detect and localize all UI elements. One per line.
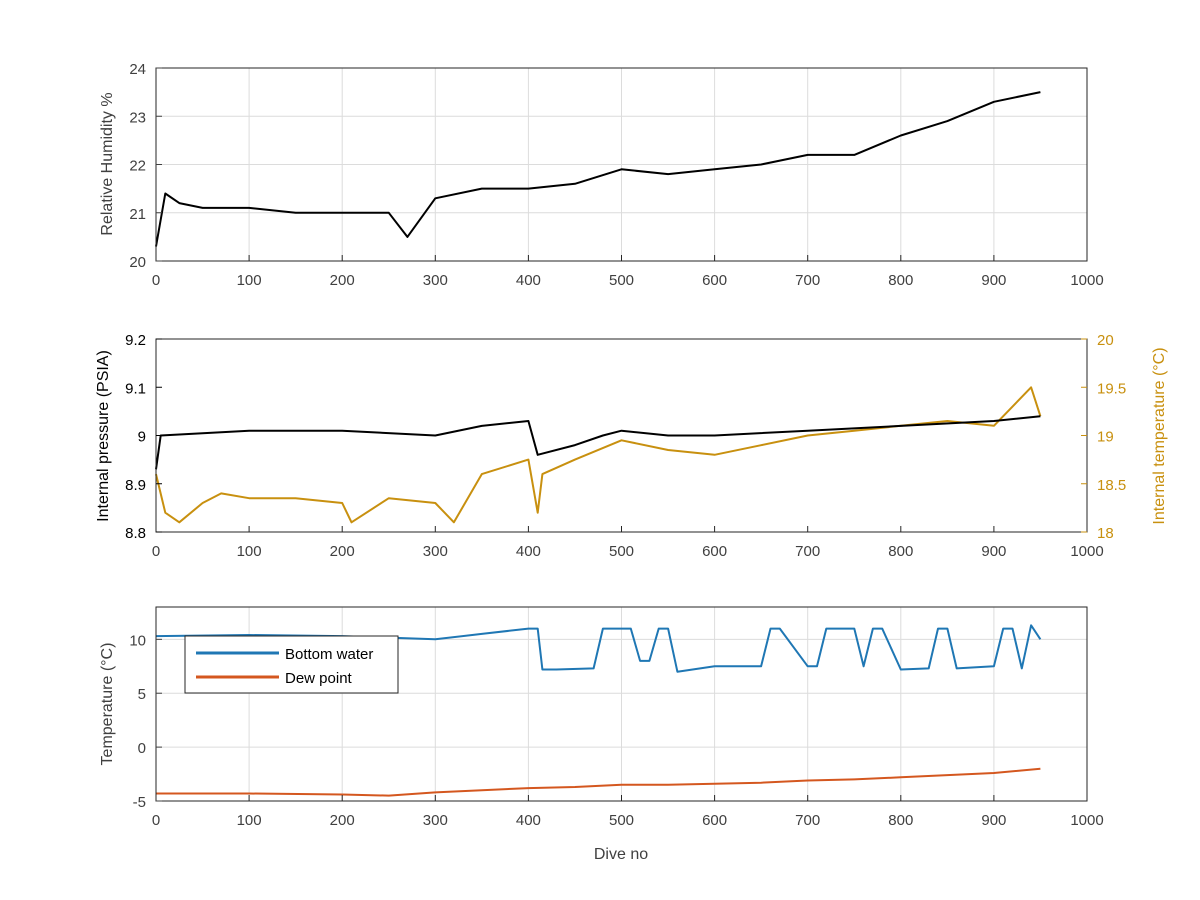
x-tick-label-5: 500	[609, 543, 634, 560]
humidity-y-ticks: 20 21 22 23 24	[129, 61, 162, 271]
x-tick-label-2: 200	[330, 272, 355, 289]
legend-box	[184, 635, 399, 694]
y-tick-label-3: 10	[129, 632, 146, 649]
y-tick-label-0: -5	[133, 794, 146, 811]
legend-bottom-water-label: Bottom water	[285, 646, 373, 663]
y-tick-label-1: 21	[129, 206, 146, 223]
y-tick-label-2: 5	[138, 686, 146, 703]
temperature-y-axis-label: Temperature (°C)	[99, 643, 116, 766]
y-tick-label-0: 8.8	[125, 525, 146, 542]
x-tick-label-0: 0	[152, 272, 160, 289]
x-tick-label-5: 500	[609, 812, 634, 829]
y-tick-label-4: 9.2	[125, 332, 146, 349]
x-tick-label-8: 800	[888, 272, 913, 289]
pressure-panel: 0 100 200 300 400 500 600 700 800 900 1000 8.8 8.9 9…	[95, 332, 1168, 560]
x-tick-label-0: 0	[152, 812, 160, 829]
y-tick-label-1: 0	[138, 740, 146, 757]
x-tick-label-4: 400	[516, 543, 541, 560]
x-tick-label-9: 900	[981, 812, 1006, 829]
pressure-y-axis-label: Internal pressure (PSIA)	[95, 350, 112, 522]
temperature-x-ticks: 0 100 200 300 400 500 600 700 800 900 1000	[152, 795, 1104, 829]
y-right-tick-label-4: 20	[1097, 332, 1114, 349]
humidity-line	[155, 91, 1041, 247]
x-tick-label-10: 1000	[1070, 543, 1103, 560]
x-tick-label-4: 400	[516, 272, 541, 289]
x-tick-label-9: 900	[981, 543, 1006, 560]
pressure-line	[155, 415, 1041, 470]
bottom-water-line	[155, 624, 1042, 673]
internal-temperature-y-ticks: 18 18.5 19 19.5 20	[1081, 332, 1126, 542]
x-tick-label-5: 500	[609, 272, 634, 289]
x-tick-label-1: 100	[237, 543, 262, 560]
temperature-series	[155, 624, 1042, 797]
x-tick-label-7: 700	[795, 543, 820, 560]
x-tick-label-10: 1000	[1070, 272, 1103, 289]
x-tick-label-6: 600	[702, 272, 727, 289]
x-tick-label-3: 300	[423, 543, 448, 560]
x-tick-label-3: 300	[423, 812, 448, 829]
x-tick-label-2: 200	[330, 543, 355, 560]
pressure-temperature-series	[155, 386, 1042, 524]
x-tick-label-6: 600	[702, 543, 727, 560]
x-tick-label-2: 200	[330, 812, 355, 829]
y-tick-label-3: 9.1	[125, 380, 146, 397]
humidity-grid	[155, 67, 1088, 262]
pressure-y-ticks: 8.8 8.9 9 9.1 9.2	[125, 332, 162, 542]
y-right-tick-label-3: 19.5	[1097, 380, 1126, 397]
legend-dew-point-label: Dew point	[285, 670, 353, 687]
x-tick-label-7: 700	[795, 812, 820, 829]
y-tick-label-4: 24	[129, 61, 146, 78]
y-tick-label-3: 23	[129, 109, 146, 126]
legend: Bottom water Dew point	[184, 635, 399, 694]
x-tick-label-8: 800	[888, 543, 913, 560]
x-tick-label-1: 100	[237, 812, 262, 829]
y-tick-label-2: 9	[138, 429, 146, 446]
x-tick-label-8: 800	[888, 812, 913, 829]
dew-point-line	[156, 767, 1041, 797]
internal-temperature-line	[155, 386, 1042, 524]
humidity-series	[155, 91, 1041, 247]
pressure-x-ticks: 0 100 200 300 400 500 600 700 800 900 1000	[152, 526, 1104, 560]
y-tick-label-0: 20	[129, 254, 146, 271]
x-tick-label-9: 900	[981, 272, 1006, 289]
humidity-y-axis-label: Relative Humidity %	[99, 92, 116, 235]
x-tick-label-3: 300	[423, 272, 448, 289]
y-right-tick-label-1: 18.5	[1097, 477, 1126, 494]
temperature-panel: 0 100 200 300 400 500 600 700 800 900 1000 -50510 …	[99, 606, 1104, 863]
y-tick-label-2: 22	[129, 158, 146, 175]
x-tick-label-0: 0	[152, 543, 160, 560]
internal-temperature-y-axis-label: Internal temperature (°C)	[1151, 347, 1168, 524]
x-tick-label-6: 600	[702, 812, 727, 829]
x-tick-label-7: 700	[795, 272, 820, 289]
y-tick-label-1: 8.9	[125, 477, 146, 494]
x-tick-label-4: 400	[516, 812, 541, 829]
x-axis-label: Dive no	[594, 846, 648, 863]
x-tick-label-1: 100	[237, 272, 262, 289]
temperature-y-ticks: -5 0 5 10	[129, 632, 162, 811]
humidity-panel: 0 100 200 300 400 500 600 700 800 900 1000 2021222…	[99, 61, 1104, 289]
y-right-tick-label-2: 19	[1097, 429, 1114, 446]
y-right-tick-label-0: 18	[1097, 525, 1114, 542]
x-tick-label-10: 1000	[1070, 812, 1103, 829]
pressure-plot-frame	[155, 338, 1088, 533]
humidity-x-ticks: 0 100 200 300 400 500 600 700 800 900 1000	[152, 255, 1104, 289]
